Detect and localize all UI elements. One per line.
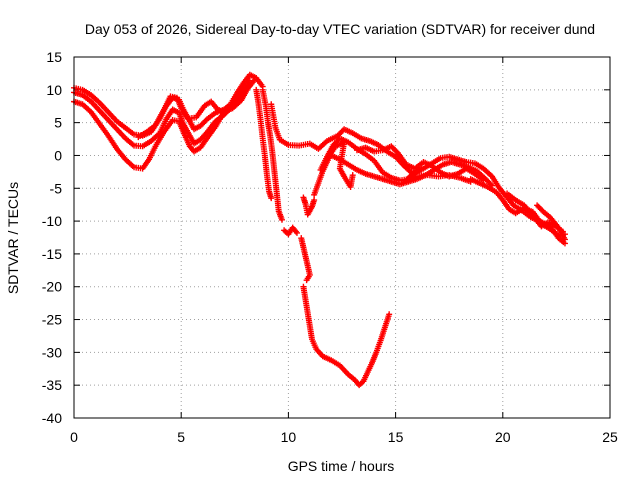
y-tick-label: -25 (42, 312, 62, 328)
data-point (278, 216, 285, 223)
y-tick-label: 0 (54, 147, 62, 163)
plot-frame (73, 56, 611, 419)
x-tick-label: 20 (495, 429, 511, 445)
data-point (561, 236, 568, 243)
y-axis-label: SDTVAR / TECUs (5, 182, 21, 294)
y-tick-label: 15 (46, 49, 62, 65)
data-point (268, 195, 275, 202)
y-tick-label: 5 (54, 115, 62, 131)
series-track-n (534, 202, 568, 243)
data-point (293, 229, 300, 236)
y-tick-label: -35 (42, 377, 62, 393)
series-track-p (298, 235, 313, 284)
series-track-f (317, 135, 474, 185)
series-drop-1 (253, 86, 275, 202)
series-track-d (135, 77, 253, 141)
series-deep-dip (300, 283, 393, 389)
chart-title: Day 053 of 2026, Sidereal Day-to-day VTE… (85, 21, 595, 37)
data-point (349, 172, 356, 179)
axis-ticks: 0 5 10 15 20 25 15 10 5 0 -5 -10 -15 -20 -25 -30 -35 -40 (42, 49, 618, 445)
data-point (246, 77, 253, 84)
series-drop-2 (259, 86, 285, 223)
data-point (303, 277, 310, 284)
x-tick-label: 0 (70, 429, 78, 445)
y-tick-label: -10 (42, 213, 62, 229)
data-point (386, 311, 393, 318)
y-tick-label: 10 (46, 82, 62, 98)
series-track-o (281, 224, 300, 238)
series-track-j (300, 194, 318, 218)
x-axis-label: GPS time / hours (288, 458, 395, 474)
series-track-i (311, 139, 356, 198)
y-tick-label: -30 (42, 344, 62, 360)
series-track-k (403, 153, 568, 247)
y-tick-label: -5 (50, 180, 63, 196)
y-tick-label: -20 (42, 279, 62, 295)
x-tick-label: 25 (602, 429, 618, 445)
y-tick-label: -40 (42, 410, 62, 426)
x-tick-label: 5 (177, 429, 185, 445)
data-point (480, 177, 487, 184)
series-track-h (354, 143, 487, 184)
y-tick-label: -15 (42, 246, 62, 262)
data-point (311, 197, 318, 204)
data-points (71, 71, 568, 389)
series-track-c (71, 77, 258, 172)
x-tick-label: 10 (281, 429, 297, 445)
x-tick-label: 15 (388, 429, 404, 445)
grid-lines (74, 57, 610, 418)
